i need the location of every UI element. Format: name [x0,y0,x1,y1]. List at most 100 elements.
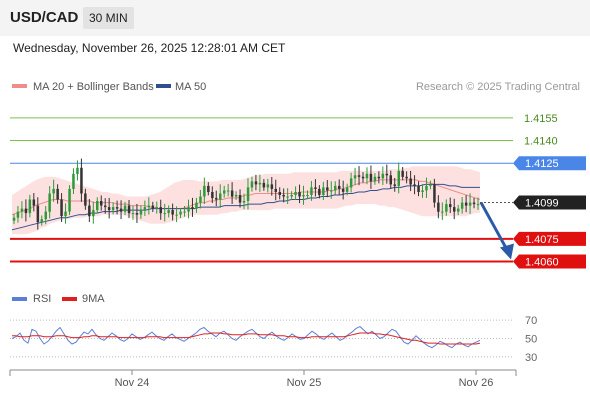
candle-body [147,205,151,208]
candle-body [115,207,119,209]
price-tag-1.4060: 1.4060 [513,254,586,269]
candle-body [12,217,16,221]
candle-body [219,193,222,200]
candle-body [476,204,480,206]
candle-body [306,195,309,196]
candle-body [171,210,174,215]
candles [12,158,480,230]
price-labels: 1.4155 1.4140 1.4125 1.4075 1.4060 1.4099 [513,113,586,269]
timeframe-button[interactable]: 30 MIN [83,7,134,29]
candle-body [131,213,135,215]
ma20-legend-swatch [12,84,27,88]
candle-body [199,196,202,203]
rsi-ma-legend-swatch [62,297,77,301]
candle-body [151,205,155,209]
candle-body [40,219,43,223]
forecast-arrow-shaft [479,201,510,253]
candle-body [274,188,277,192]
x-axis-ticks: Nov 24 Nov 25 Nov 26 [115,370,494,389]
candle-body [100,201,103,206]
candle-body [405,176,408,179]
price-label-1.4140: 1.4140 [524,136,558,148]
candle-body [270,184,274,189]
price-label-1.4155: 1.4155 [524,113,558,125]
candle-body [460,202,464,209]
price-tag-bg [513,254,586,269]
ma50-legend-label: MA 50 [175,81,206,93]
candle-body [159,207,162,214]
candle-body [60,199,63,217]
candle-body [290,195,293,197]
candle-body [345,187,349,192]
candle-body [365,173,369,179]
candle-body [179,211,182,215]
candle-body [385,173,389,176]
ma20-legend-label: MA 20 + Bollinger Bands [33,81,154,93]
candle-body [246,187,250,201]
candle-body [107,207,111,211]
price-tag-text: 1.4075 [525,234,559,246]
candle-body [413,184,416,186]
candle-body [16,211,20,218]
candle-body [425,185,428,191]
candle-body [353,175,357,179]
candle-body [52,188,55,194]
candle-body [409,178,412,185]
candle-body [397,170,400,186]
candle-body [334,185,337,191]
candle-body [183,211,186,213]
candle-body [234,195,238,197]
price-tag-1.4075: 1.4075 [513,231,586,246]
candle-body [28,199,32,214]
candle-body [223,190,226,194]
candle-body [457,208,460,212]
candle-body [175,214,178,216]
price-tag-text: 1.4125 [525,158,559,170]
timestamp: Wednesday, November 26, 2025 12:28:01 AM… [13,41,286,55]
candle-body [187,207,190,212]
candle-body [72,173,75,189]
ma50-legend-swatch [156,84,171,88]
x-tick-label: Nov 24 [115,377,150,389]
candle-body [211,192,214,199]
candle-body [155,207,158,209]
candle-body [76,167,79,174]
x-tick-label: Nov 26 [459,377,494,389]
candle-body [238,195,242,203]
price-levels [10,117,513,263]
candle-body [310,187,313,195]
candle-body [472,202,476,205]
candle-body [135,213,139,215]
candle-body [230,190,234,197]
candle-body [36,205,40,223]
chart-header: USD/CAD 30 MIN [0,0,590,36]
last-price-tag-bg [513,195,586,210]
price-tag-text: 1.4060 [525,257,559,269]
rsi-level-label: 50 [525,334,537,346]
candle-body [349,178,353,188]
last-price-tag: 1.4099 [513,195,586,210]
rsi-legend-swatch [12,297,27,301]
rsi-ma9-line [12,332,481,345]
candle-body [453,207,456,212]
candle-body [203,185,206,197]
candle-body [314,187,317,189]
candle-body [258,182,262,185]
candle-body [226,190,230,192]
candle-body [191,207,194,209]
candle-body [207,185,210,192]
candle-body [80,167,83,194]
candle-body [445,204,448,212]
symbol-title: USD/CAD [10,9,79,26]
candle-body [464,202,468,206]
candle-body [369,173,373,182]
credit-text: Research © 2025 Trading Central [416,81,580,93]
candle-body [286,196,289,198]
rsi-level-label: 70 [525,315,537,327]
candle-body [215,198,218,200]
candle-body [266,184,270,188]
candle-body [278,192,281,195]
candle-body [24,208,28,214]
